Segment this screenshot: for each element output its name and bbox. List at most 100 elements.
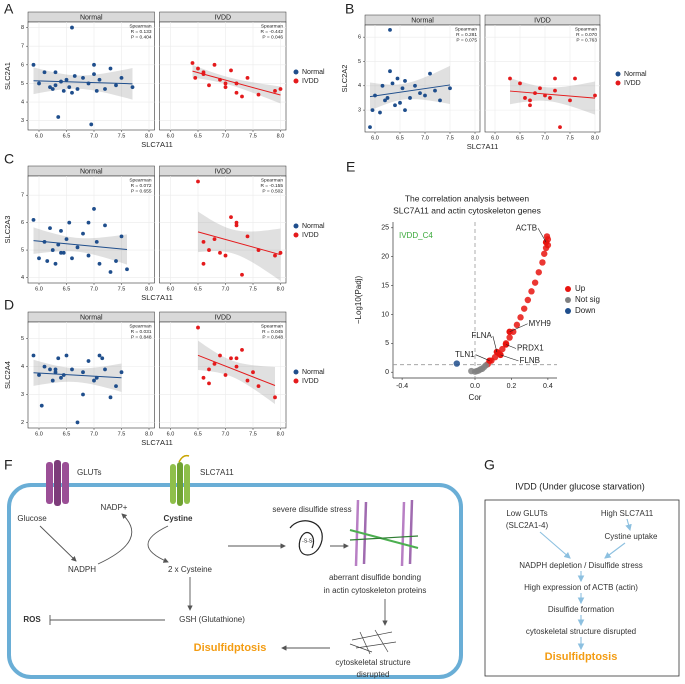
point xyxy=(497,351,504,359)
label: in actin cytoskeleton proteins xyxy=(324,586,427,595)
label: Cystine uptake xyxy=(605,532,658,541)
point xyxy=(108,66,113,71)
glut-icon xyxy=(46,460,69,506)
x-tick-label: 7.0 xyxy=(90,133,98,139)
point xyxy=(31,353,36,358)
gene-label: MYH9 xyxy=(529,319,552,328)
label: Disulfide formation xyxy=(548,605,614,614)
legend-label: IVDD xyxy=(302,232,319,239)
point xyxy=(70,256,74,261)
y-axis-label: SLC2A3 xyxy=(3,216,12,244)
point xyxy=(541,250,548,257)
stat-text: Spearman xyxy=(129,323,151,329)
point xyxy=(535,269,542,276)
legend-marker xyxy=(293,223,299,229)
point xyxy=(278,250,283,255)
legend-label: Normal xyxy=(302,69,325,76)
point xyxy=(119,370,124,375)
x-axis-label: SLC7A11 xyxy=(141,293,173,302)
stat-text: R = -0.155 xyxy=(260,183,283,189)
legend-label: Up xyxy=(575,284,586,293)
point xyxy=(103,367,107,372)
point xyxy=(108,270,113,274)
stat-text: Spearman xyxy=(261,23,283,29)
point xyxy=(234,81,239,86)
point xyxy=(395,76,400,81)
point xyxy=(92,72,96,77)
point xyxy=(97,353,102,358)
point xyxy=(256,92,261,97)
point xyxy=(223,373,228,377)
point xyxy=(42,70,47,75)
point xyxy=(428,71,432,76)
point xyxy=(240,272,244,277)
y-tick-label: 3 xyxy=(358,108,361,114)
label: -S-S- xyxy=(302,538,314,544)
y-tick-label: 5 xyxy=(21,336,24,342)
point xyxy=(61,373,66,377)
arrow xyxy=(147,525,169,563)
point xyxy=(56,242,61,247)
point xyxy=(388,69,392,74)
legend-marker xyxy=(615,71,621,77)
point xyxy=(94,88,99,93)
point xyxy=(240,347,244,352)
stat-text: R = 0.133 xyxy=(131,29,152,35)
point xyxy=(528,103,532,108)
facet-label: IVDD xyxy=(534,17,551,24)
point xyxy=(70,90,74,95)
y-tick-label: 0 xyxy=(385,369,389,376)
point xyxy=(48,367,52,372)
legend-marker xyxy=(565,286,571,292)
point xyxy=(218,77,222,82)
leader-line xyxy=(505,344,517,349)
point xyxy=(553,88,557,93)
point xyxy=(53,370,58,375)
legend-label: Not sig xyxy=(575,295,600,304)
stat-text: Spearman xyxy=(575,26,597,32)
x-tick-label: 7.0 xyxy=(541,135,549,141)
point xyxy=(218,353,222,358)
confidence-band xyxy=(198,211,281,281)
point xyxy=(103,87,107,91)
point xyxy=(86,81,91,86)
point xyxy=(245,378,250,383)
point xyxy=(94,375,99,380)
plot-area xyxy=(27,21,155,131)
label: Glucose xyxy=(17,514,47,523)
y-tick-label: 7 xyxy=(21,44,24,50)
label: severe disulfide stress xyxy=(272,505,351,514)
point xyxy=(42,364,47,369)
point xyxy=(229,215,233,220)
x-tick-label: 8.0 xyxy=(145,431,153,437)
point xyxy=(130,85,135,90)
label: cytoskeletal structure disrupted xyxy=(526,627,636,636)
x-tick-label: 6.5 xyxy=(194,133,202,139)
y-tick-label: 5 xyxy=(385,340,389,347)
x-tick-label: 7.5 xyxy=(118,286,126,292)
point xyxy=(72,74,77,78)
cytoskeleton-icon xyxy=(349,629,397,655)
point xyxy=(558,125,562,130)
panel-label: C xyxy=(4,151,14,167)
x-tick-label: 8.0 xyxy=(471,135,479,141)
y-tick-label: 4 xyxy=(21,100,24,106)
stat-text: R = 0.031 xyxy=(131,329,152,335)
point xyxy=(48,226,52,231)
point xyxy=(100,356,105,361)
disulfide-icon: -S-S- xyxy=(289,520,323,556)
point xyxy=(234,356,239,361)
legend-label: IVDD xyxy=(624,80,641,87)
point xyxy=(223,85,228,90)
point xyxy=(89,122,94,127)
point xyxy=(539,259,546,266)
point xyxy=(86,220,91,225)
x-tick-label: 7.5 xyxy=(118,431,126,437)
panel-label: A xyxy=(4,1,14,17)
legend-label: IVDD xyxy=(302,378,319,385)
point xyxy=(67,220,72,225)
stat-text: P = 0.046 xyxy=(262,34,283,40)
point xyxy=(517,314,524,321)
point xyxy=(423,93,427,98)
point xyxy=(390,81,395,86)
